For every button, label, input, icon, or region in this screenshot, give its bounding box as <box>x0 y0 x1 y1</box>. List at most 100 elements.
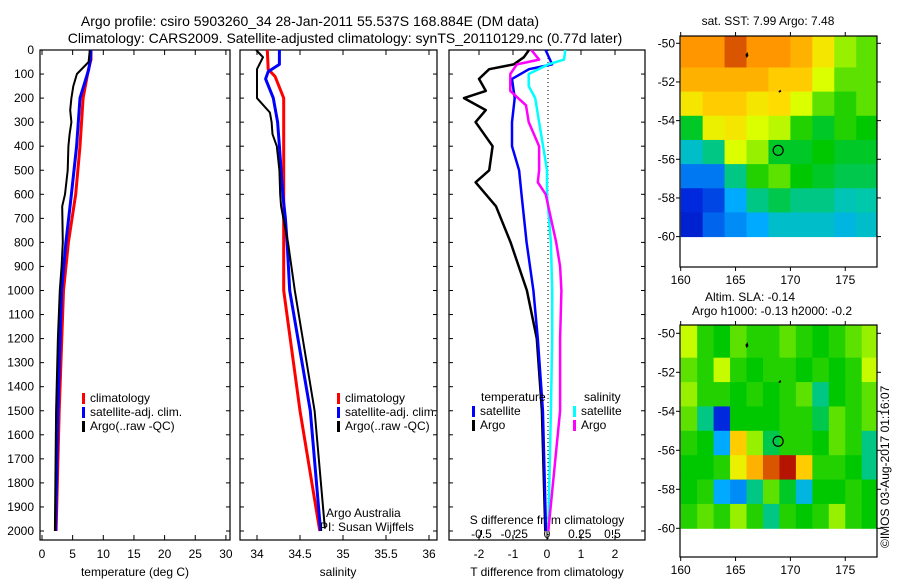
island-auckland <box>745 342 749 348</box>
y-tick-label: 1200 <box>7 332 34 346</box>
heatmap-cell <box>834 139 857 165</box>
heatmap-cell <box>746 325 764 359</box>
y-tick-label: 0 <box>27 43 34 57</box>
heatmap-cell <box>697 325 715 359</box>
series-line-argo <box>255 49 326 529</box>
heatmap-cell <box>856 67 878 93</box>
s-tick-label: -0.5 <box>471 527 492 541</box>
lon-tick-label: 160 <box>671 273 691 287</box>
heatmap-cell <box>746 382 764 407</box>
heatmap-cell <box>724 115 748 141</box>
heatmap-cell <box>713 406 731 432</box>
legend-item-label: satellite-adj. clim. <box>90 405 182 419</box>
heatmap-cell <box>768 67 791 93</box>
legend-item-s-argo-label: Argo <box>581 418 607 432</box>
legend-item-label: climatology <box>90 391 150 405</box>
legend-item-label: satellite-adj. clim. <box>345 405 437 419</box>
profile-location-marker <box>772 144 784 156</box>
heatmap-cell <box>812 382 830 407</box>
heatmap-cell <box>861 455 878 481</box>
lat-tick-label: -60 <box>658 521 676 535</box>
legend-temperature-title: temperature <box>481 390 546 404</box>
heatmap-cell <box>812 67 835 93</box>
heatmap-cell <box>834 188 857 213</box>
lon-tick-label: 170 <box>780 563 800 577</box>
heatmap-cell <box>746 67 769 93</box>
heatmap-cell <box>768 164 791 189</box>
y-tick-label: 300 <box>14 115 34 129</box>
island-campbell <box>778 89 782 93</box>
heatmap-cell <box>702 212 726 238</box>
y-tick-label: 600 <box>14 187 34 201</box>
heatmap-cell <box>856 36 878 68</box>
heatmap-cell <box>812 212 835 238</box>
x-tick-label: 15 <box>127 547 141 561</box>
y-tick-label: 200 <box>14 91 34 105</box>
legend-item-t-argo-label: Argo <box>480 418 506 432</box>
y-tick-label: 500 <box>14 163 34 177</box>
heatmap-cell <box>697 357 715 383</box>
x-tick-label: 35.5 <box>374 547 398 561</box>
heatmap-cell <box>790 91 813 117</box>
x-tick-label: 35 <box>336 547 350 561</box>
y-tick-label: 1600 <box>7 428 34 442</box>
heatmap-cell <box>702 115 726 141</box>
heatmap-cell <box>795 430 813 456</box>
lon-tick-label: 175 <box>835 563 855 577</box>
heatmap-cell <box>779 503 797 529</box>
heatmap-cell <box>724 67 748 93</box>
heatmap-cell <box>834 36 857 68</box>
title-line-2: Climatology: CARS2009. Satellite-adjuste… <box>68 30 623 46</box>
heatmap-cell <box>834 91 857 117</box>
x-tick-label: 34 <box>250 547 264 561</box>
heatmap-cell <box>680 455 698 481</box>
x-tick-label: 25 <box>189 547 203 561</box>
heatmap-cell <box>834 67 857 93</box>
heatmap-cell <box>845 479 863 505</box>
heatmap-cell <box>746 139 769 165</box>
heatmap-cell <box>812 115 835 141</box>
heatmap-cell <box>746 212 769 238</box>
legend-salinity-title: salinity <box>584 390 621 404</box>
heatmap-cell <box>795 382 813 407</box>
heatmap-cell <box>680 115 704 141</box>
map-frame <box>679 35 878 268</box>
heatmap-cell <box>795 357 813 383</box>
heatmap-cell <box>812 430 830 456</box>
heatmap-cell <box>828 503 846 529</box>
y-tick-label: 1500 <box>7 404 34 418</box>
plot-frame <box>239 49 438 541</box>
heatmap-cell <box>730 430 748 456</box>
heatmap-cell <box>768 212 791 238</box>
heatmap-cell <box>779 325 797 359</box>
heatmap-cell <box>697 430 715 456</box>
lat-tick-label: -52 <box>658 365 676 379</box>
heatmap-cell <box>845 455 863 481</box>
heatmap-cell <box>856 139 878 165</box>
heatmap-cell <box>779 479 797 505</box>
heatmap-cell <box>713 503 731 529</box>
heatmap-cell <box>730 382 748 407</box>
lat-tick-label: -52 <box>658 75 676 89</box>
heatmap-cell <box>828 325 846 359</box>
heatmap-cell <box>746 503 764 529</box>
y-tick-label: 100 <box>14 67 34 81</box>
heatmap-cell <box>828 430 846 456</box>
heatmap-cell <box>730 357 748 383</box>
heatmap-cell <box>828 406 846 432</box>
heatmap-cell <box>845 382 863 407</box>
lat-tick-label: -54 <box>658 404 676 418</box>
legend-item-swatch <box>337 421 340 432</box>
map-title: Altim. SLA: -0.14 <box>705 290 795 304</box>
heatmap-cell <box>697 479 715 505</box>
heatmap-cell <box>790 139 813 165</box>
legend-item-swatch <box>82 421 85 432</box>
heatmap-cell <box>828 357 846 383</box>
annotation-pi: PI: Susan Wijffels <box>320 520 414 534</box>
heatmap-cell <box>790 67 813 93</box>
heatmap-cell <box>768 91 791 117</box>
y-tick-label: 1400 <box>7 380 34 394</box>
heatmap-cell <box>828 382 846 407</box>
heatmap-cell <box>834 212 857 238</box>
heatmap-cell <box>762 325 780 359</box>
